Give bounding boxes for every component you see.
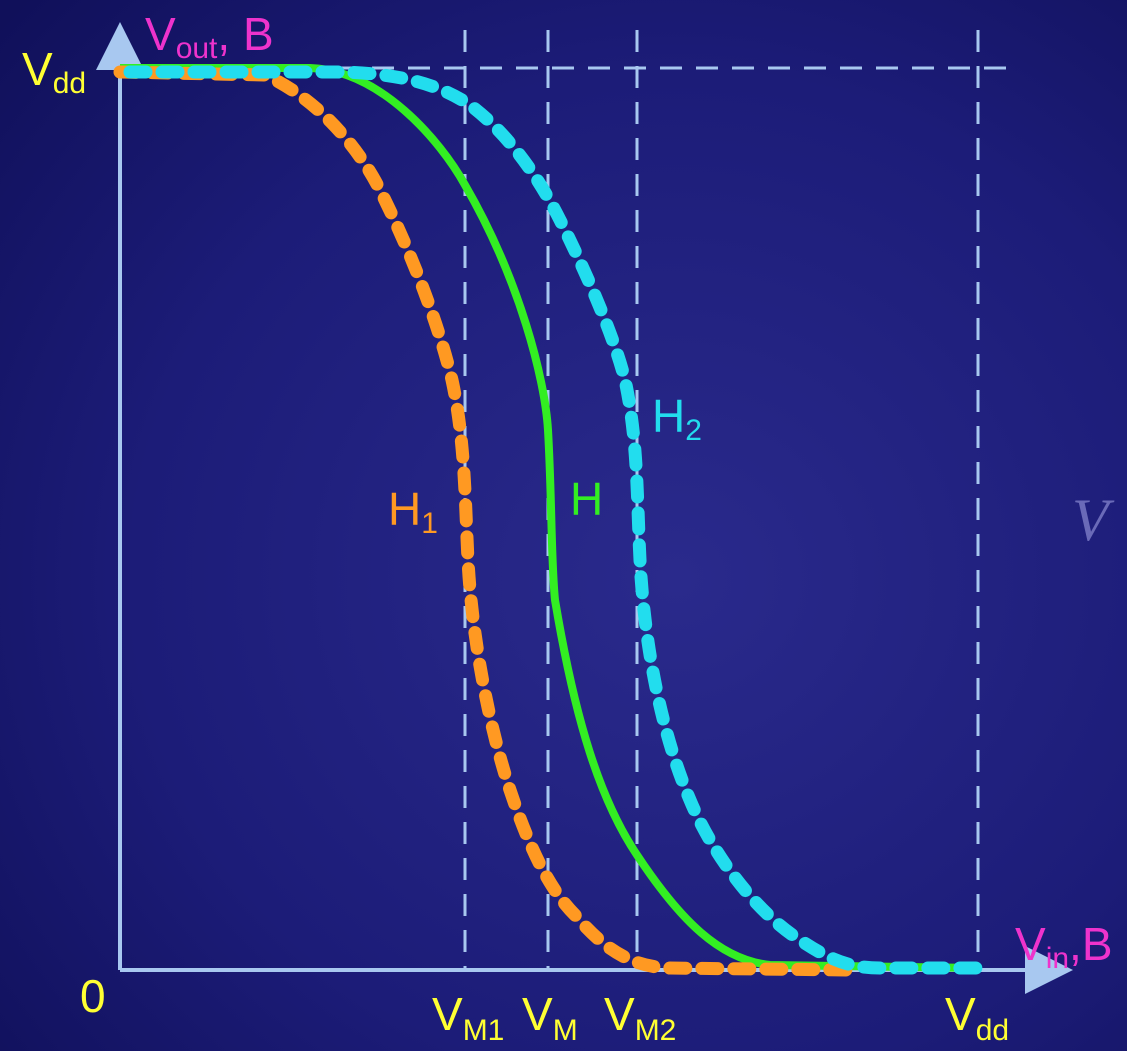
background <box>0 0 1127 1051</box>
curve-label-h: H <box>570 473 603 525</box>
page: Vout, B Vin,B Vdd 0 VM1 VM VM2 Vdd H1 H … <box>0 0 1127 1051</box>
side-text: V <box>1072 487 1115 553</box>
diagram: Vout, B Vin,B Vdd 0 VM1 VM VM2 Vdd H1 H … <box>0 0 1127 1051</box>
origin-label: 0 <box>80 970 106 1022</box>
